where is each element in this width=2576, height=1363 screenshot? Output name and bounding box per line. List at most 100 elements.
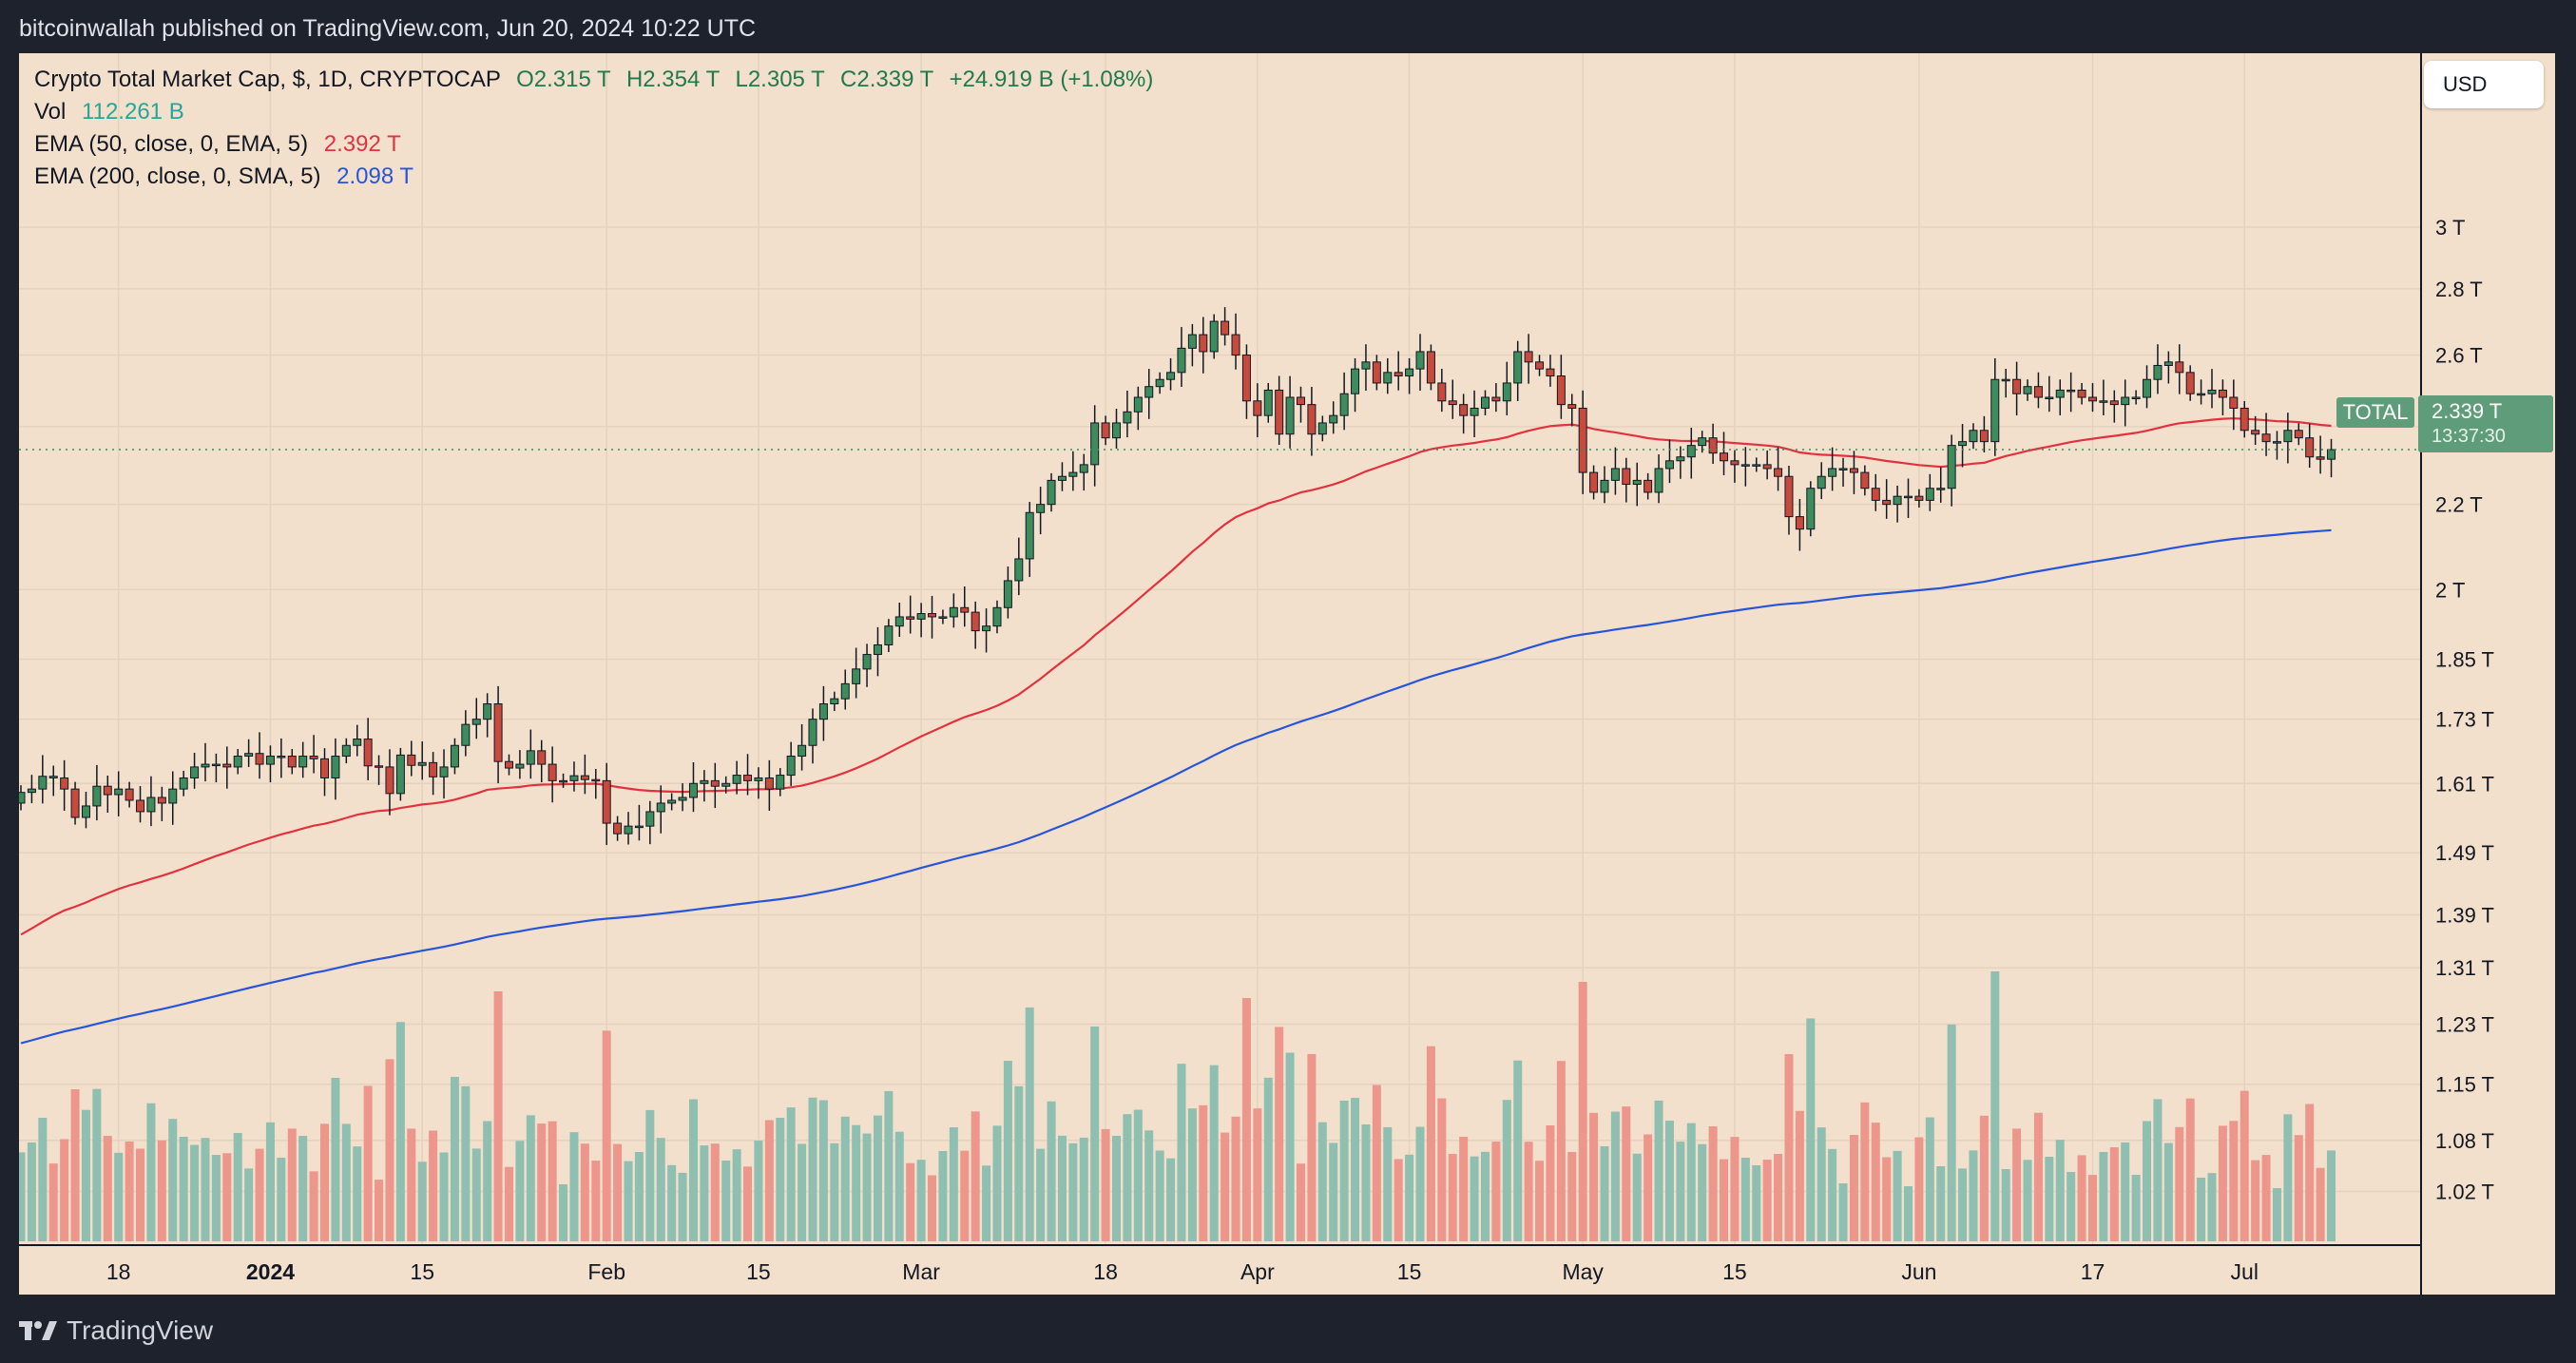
candle: [1199, 317, 1208, 374]
legend-ema-200[interactable]: EMA (200, close, 0, SMA, 5) 2.098 T: [34, 163, 413, 190]
ema-200-path: [20, 528, 2332, 1045]
volume-bar: [2163, 1142, 2173, 1241]
candle: [233, 749, 242, 775]
candle: [721, 776, 731, 794]
volume-bar: [515, 1141, 525, 1241]
candle: [1556, 355, 1566, 419]
price-tick-label: 2.6 T: [2435, 344, 2483, 368]
candle: [2327, 438, 2336, 478]
candle: [1914, 489, 1924, 508]
volume-bar: [331, 1077, 340, 1241]
volume-bar: [1383, 1126, 1393, 1241]
legend-ema50-value: 2.392 T: [323, 131, 401, 157]
volume-bar: [1567, 1151, 1577, 1241]
volume-bar: [1221, 1132, 1230, 1241]
candle: [1394, 351, 1403, 391]
candle: [320, 748, 330, 797]
candle: [1361, 344, 1371, 391]
candle: [2045, 375, 2054, 413]
volume-bar: [1914, 1137, 1924, 1241]
price-axis[interactable]: [2421, 53, 2555, 1295]
legend-volume[interactable]: Vol 112.261 B: [34, 99, 184, 125]
candle: [1774, 447, 1783, 491]
volume-bar: [1123, 1114, 1132, 1241]
price-chart[interactable]: 1.02 T 1.08 T 1.15 T 1.23 T 1.31 T 1.39 T 1.49…: [19, 53, 2555, 1295]
volume-bar: [168, 1119, 178, 1241]
volume-bar: [287, 1128, 297, 1241]
candle: [1502, 361, 1511, 415]
candle: [2175, 344, 2184, 394]
volume-bar: [38, 1118, 48, 1241]
volume-bar: [1502, 1100, 1511, 1241]
candle: [1036, 487, 1046, 535]
grid: [19, 53, 2421, 1245]
volume-bar: [125, 1142, 134, 1241]
volume-bar: [429, 1130, 438, 1241]
candle: [830, 691, 839, 712]
volume-bar: [277, 1158, 286, 1241]
volume-bar: [1795, 1110, 1804, 1241]
volume-bar: [1231, 1116, 1240, 1241]
volume-bar: [906, 1162, 915, 1241]
price-tick-label: 1.08 T: [2435, 1129, 2494, 1153]
candle: [60, 759, 69, 811]
publisher-bar: bitcoinwallah published on TradingView.c…: [0, 0, 2576, 53]
candle: [798, 723, 807, 771]
volume-bar: [1491, 1142, 1501, 1241]
legend-main: Crypto Total Market Cap, $, 1D, CRYPTOCA…: [34, 67, 1153, 93]
candle: [2294, 423, 2303, 446]
volume-bar: [1014, 1085, 1024, 1241]
volume-bar: [1740, 1158, 1750, 1241]
volume-bar: [798, 1143, 807, 1241]
volume-bar: [1275, 1027, 1284, 1241]
candle: [1871, 473, 1880, 511]
volume-bar: [2218, 1125, 2227, 1241]
candle: [385, 749, 394, 816]
tradingview-logo[interactable]: TradingView: [19, 1315, 213, 1346]
currency-button[interactable]: USD: [2424, 61, 2544, 108]
legend-open: O2.315 T: [516, 67, 611, 92]
volume-bar: [1752, 1165, 1761, 1241]
candle: [2143, 365, 2152, 409]
volume-bar: [1253, 1108, 1262, 1241]
volume-bar: [1622, 1106, 1631, 1241]
candle: [2272, 431, 2281, 460]
volume-bar: [2175, 1126, 2184, 1241]
volume-bar: [1720, 1159, 1729, 1241]
candle: [2251, 415, 2260, 446]
candle: [2153, 344, 2163, 394]
candle: [1263, 382, 1273, 423]
candle: [2087, 383, 2097, 413]
candle: [1958, 424, 1968, 468]
volume-bar: [645, 1109, 655, 1241]
candle: [688, 761, 698, 813]
time-tick-label: 15: [410, 1259, 434, 1284]
volume-bar: [395, 1022, 405, 1241]
legend-ema-50[interactable]: EMA (50, close, 0, EMA, 5) 2.392 T: [34, 131, 401, 158]
volume-bar: [624, 1161, 633, 1241]
volume-bar: [81, 1109, 90, 1241]
volume-bar: [1101, 1128, 1110, 1241]
legend-ema200-label: EMA (200, close, 0, SMA, 5): [34, 163, 321, 189]
candle: [960, 586, 970, 627]
chart-area[interactable]: 1.02 T 1.08 T 1.15 T 1.23 T 1.31 T 1.39 T 1.49…: [19, 53, 2555, 1295]
volume-bar: [1556, 1061, 1566, 1241]
volume-bar: [1578, 982, 1587, 1241]
candle: [1632, 462, 1642, 507]
candle: [1567, 394, 1577, 427]
candle: [439, 749, 449, 799]
candle: [255, 732, 264, 779]
candle: [754, 767, 763, 799]
volume-bar: [776, 1118, 785, 1241]
volume-bar: [471, 1148, 481, 1241]
volume-bar: [634, 1152, 644, 1241]
candle: [840, 669, 850, 710]
candle: [1578, 390, 1587, 494]
volume-bar: [1698, 1143, 1707, 1241]
volume-bar: [1351, 1098, 1360, 1241]
candle: [2121, 379, 2130, 427]
candle: [168, 771, 178, 825]
time-tick-label: 15: [746, 1259, 771, 1284]
volume-bar: [375, 1180, 384, 1241]
candle: [1166, 357, 1176, 391]
